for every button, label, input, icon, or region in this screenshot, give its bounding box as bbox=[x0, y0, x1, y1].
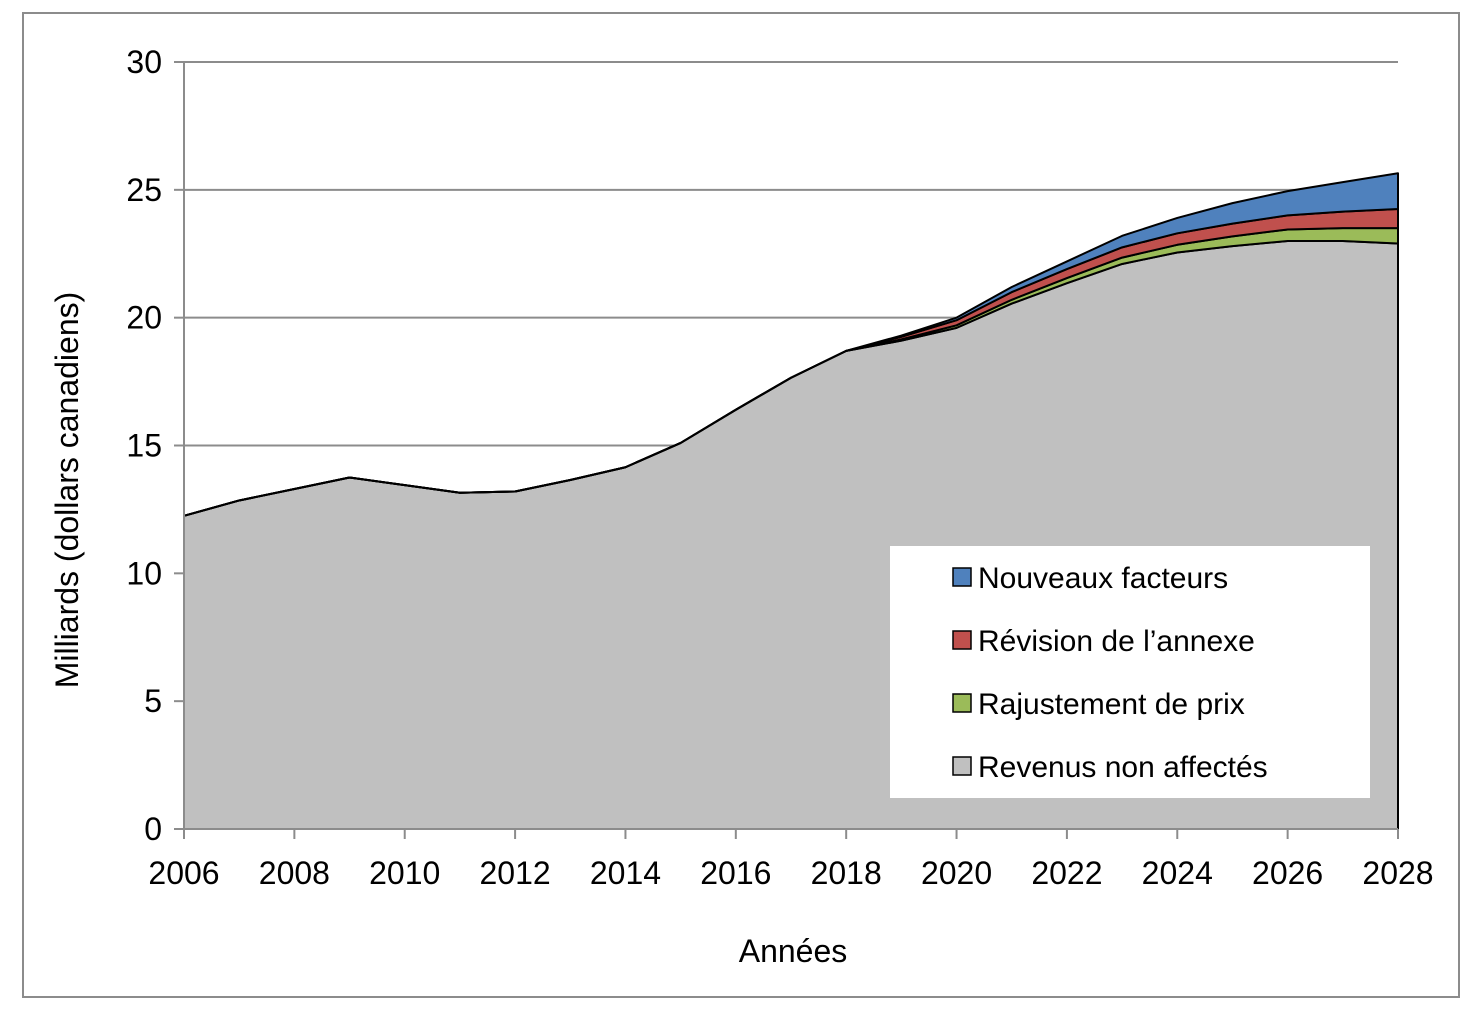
y-tick-label: 0 bbox=[144, 811, 162, 847]
legend-swatch-nouveaux-facteurs bbox=[952, 567, 972, 587]
x-tick-label: 2020 bbox=[921, 855, 992, 891]
x-tick-label: 2010 bbox=[369, 855, 440, 891]
legend-label-revenus-non-affectes: Revenus non affectés bbox=[978, 751, 1268, 784]
x-tick-label: 2016 bbox=[700, 855, 771, 891]
x-tick-label: 2012 bbox=[479, 855, 550, 891]
x-tick-label: 2022 bbox=[1031, 855, 1102, 891]
y-tick-label: 25 bbox=[126, 172, 162, 208]
y-tick-label: 5 bbox=[144, 683, 162, 719]
x-tick-label: 2014 bbox=[590, 855, 661, 891]
y-tick-label: 30 bbox=[126, 44, 162, 80]
x-tick-label: 2026 bbox=[1252, 855, 1323, 891]
y-tick-label: 10 bbox=[126, 555, 162, 591]
legend-label-revision-de-l-annexe: Révision de l’annexe bbox=[978, 625, 1255, 658]
legend-swatch-rajustement-de-prix bbox=[952, 693, 972, 713]
legend-box bbox=[890, 546, 1370, 798]
legend: Nouveaux facteurs Révision de l’annexe Raj… bbox=[890, 546, 1370, 798]
x-tick-label: 2024 bbox=[1142, 855, 1213, 891]
y-tick-labels: 0 5 10 15 20 25 30 bbox=[126, 44, 162, 847]
y-tick-label: 15 bbox=[126, 428, 162, 464]
x-tick-label: 2006 bbox=[148, 855, 219, 891]
legend-swatch-revision-de-l-annexe bbox=[952, 630, 972, 650]
legend-swatch-revenus-non-affectes bbox=[952, 756, 972, 776]
x-tick-label: 2008 bbox=[259, 855, 330, 891]
x-tick-label: 2028 bbox=[1362, 855, 1433, 891]
y-tick-label: 20 bbox=[126, 300, 162, 336]
area-nouveaux-facteurs bbox=[183, 172, 1399, 517]
y-axis-title: Milliards (dollars canadiens) bbox=[49, 292, 85, 689]
legend-label-rajustement-de-prix: Rajustement de prix bbox=[978, 688, 1245, 721]
legend-label-nouveaux-facteurs: Nouveaux facteurs bbox=[978, 562, 1228, 595]
x-tick-labels: 2006 2008 2010 2012 2014 2016 2018 2020 2022 2024… bbox=[148, 855, 1433, 891]
x-axis-title: Années bbox=[739, 933, 848, 969]
x-tick-label: 2018 bbox=[811, 855, 882, 891]
axes bbox=[174, 61, 1399, 839]
